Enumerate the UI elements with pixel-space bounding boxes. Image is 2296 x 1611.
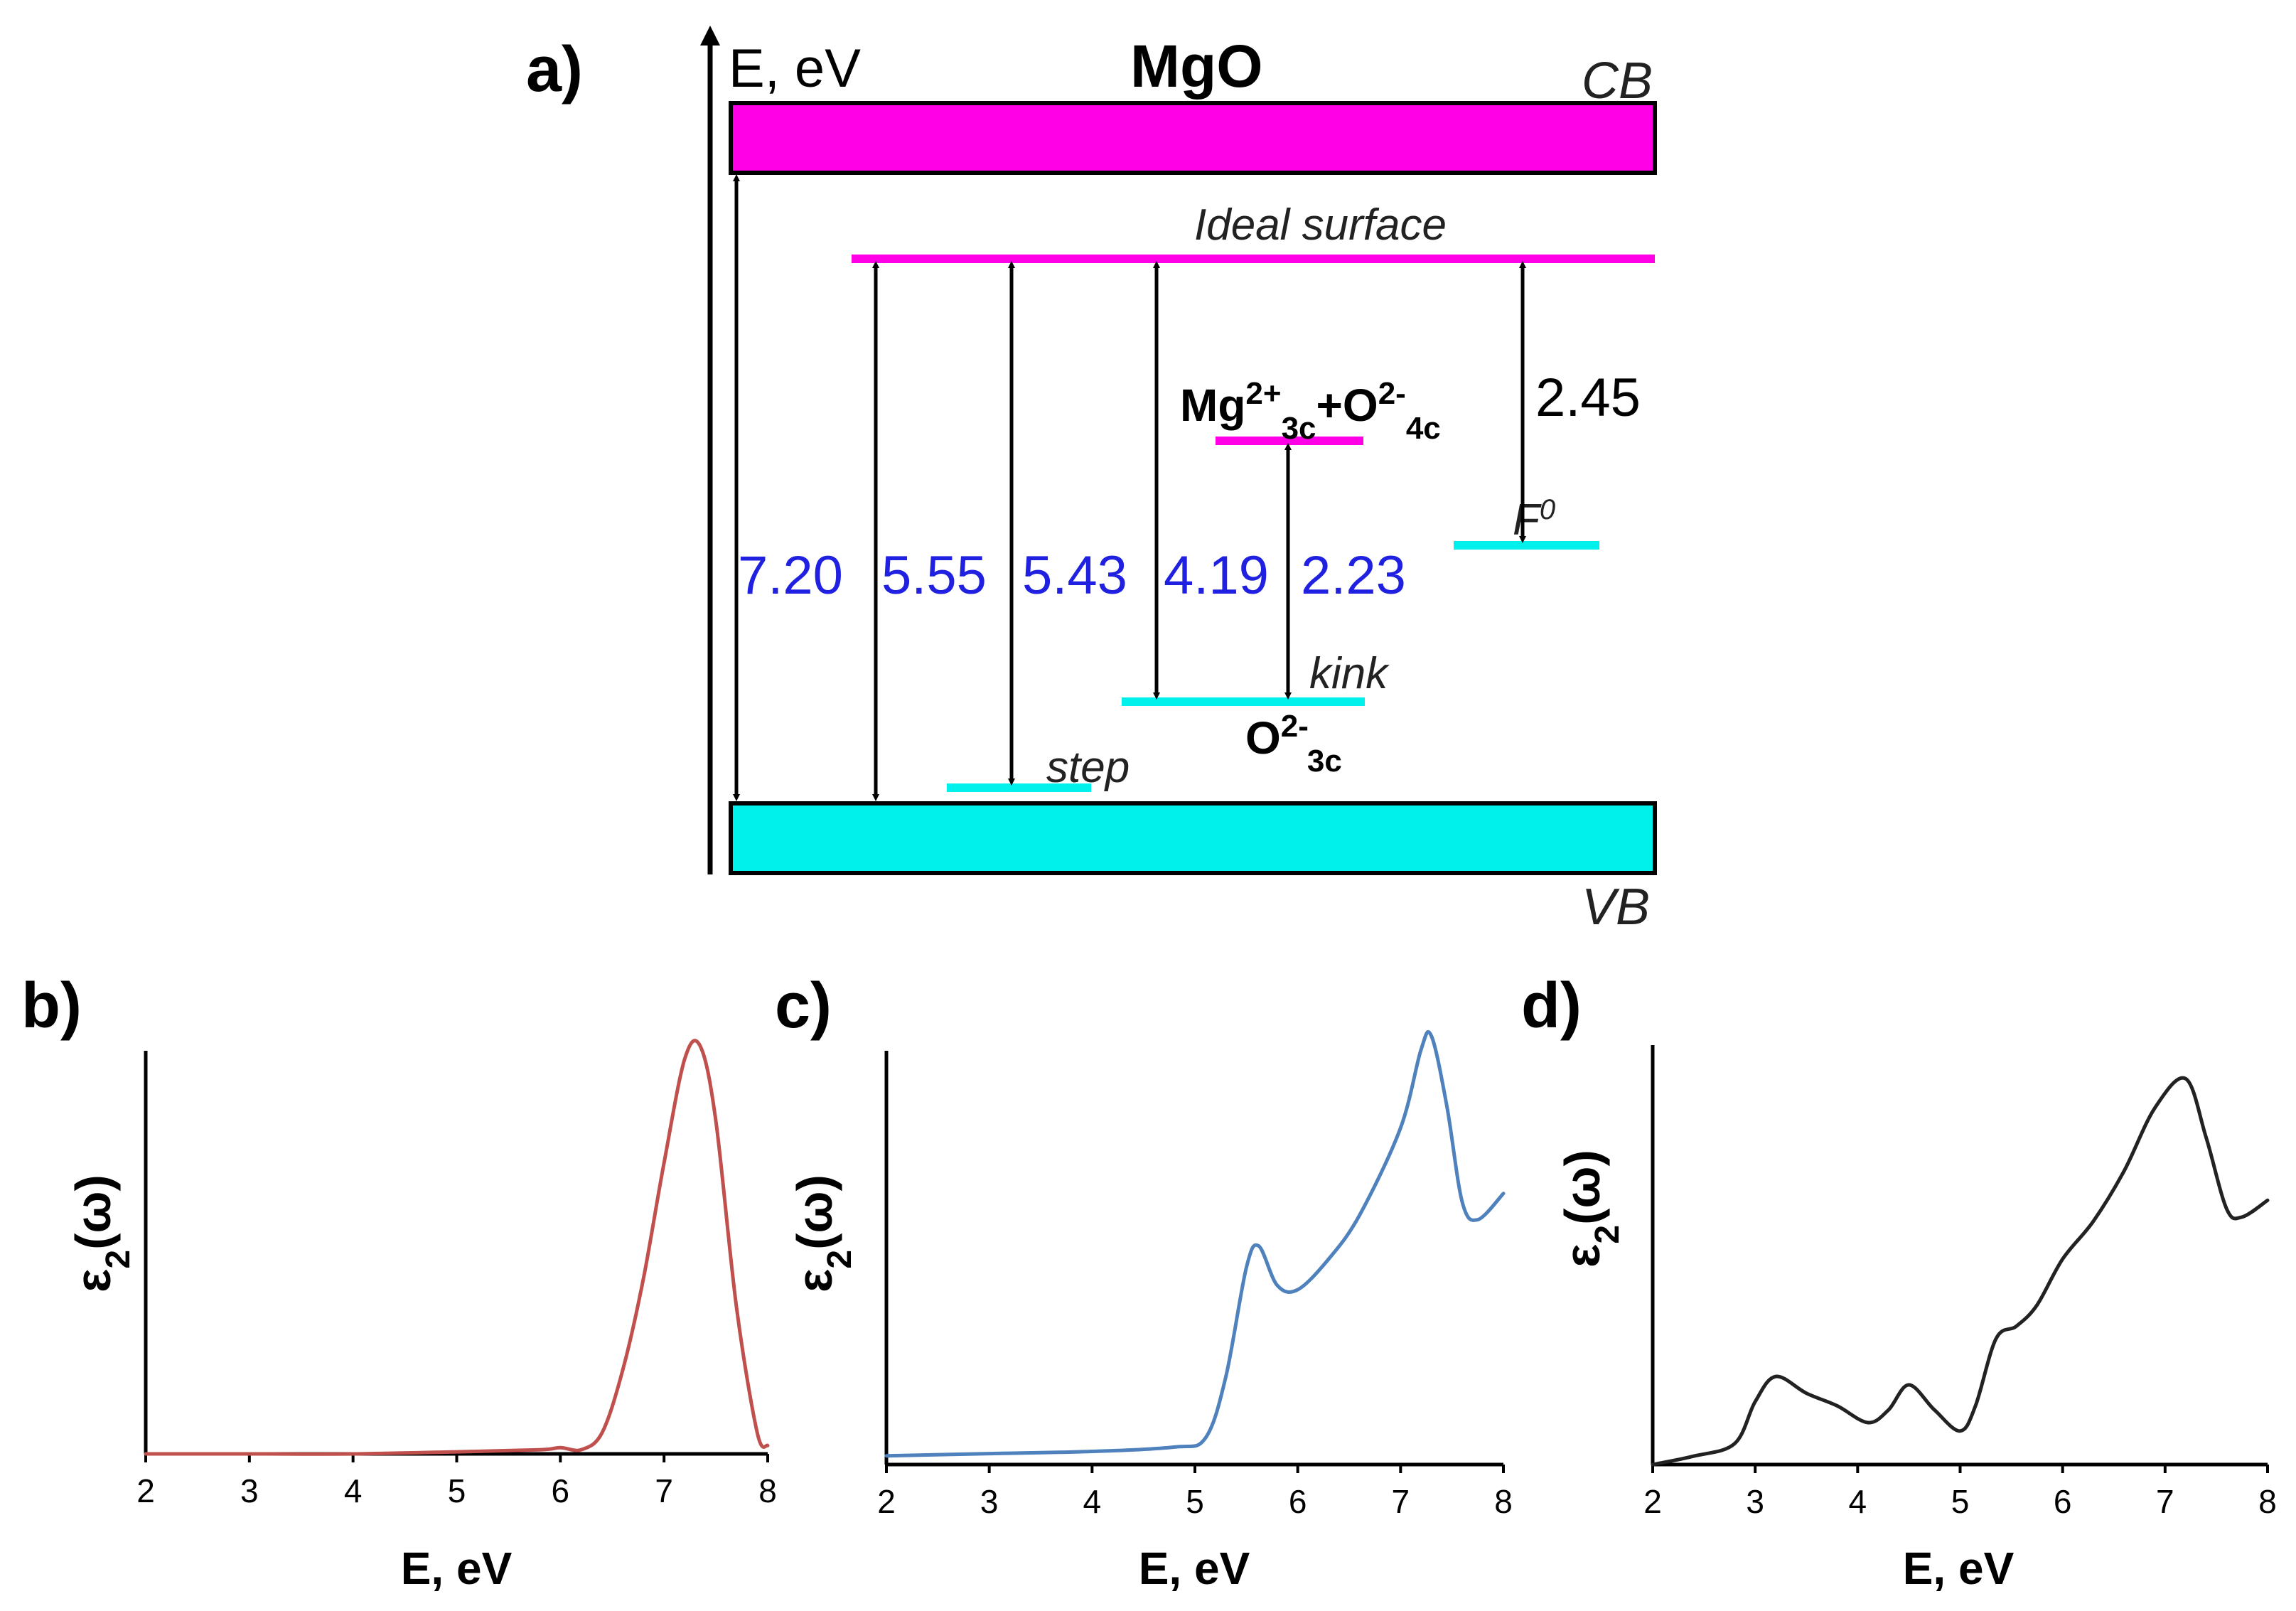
y-axis-label-b: ε2(ω)	[65, 1174, 137, 1292]
panel-label-d: d)	[1521, 970, 1582, 1042]
y-axis-label-d: ε2(ω)	[1555, 1150, 1626, 1268]
panel-label-c: c)	[775, 970, 832, 1042]
x-axis-label-d: E, eV	[1903, 1543, 2015, 1594]
x-tick-label: 4	[1083, 1483, 1102, 1520]
valence-band	[729, 801, 1657, 875]
panel-label-a: a)	[526, 34, 583, 105]
spectrum-chart-d: d) ε2(ω) 2 3 4 5 6 7 8 E, eV	[1521, 970, 2277, 1594]
x-tick-label: 6	[552, 1472, 570, 1509]
transition-value-2-23: 2.23	[1301, 545, 1406, 606]
x-tick-label: 5	[448, 1472, 466, 1509]
x-tick-label: 3	[1746, 1483, 1764, 1520]
x-tick-label: 7	[1392, 1483, 1410, 1520]
x-tick-label: 2	[136, 1472, 155, 1509]
x-tick-label: 4	[344, 1472, 363, 1509]
x-tick-label: 8	[758, 1472, 777, 1509]
x-tick-label: 8	[1494, 1483, 1513, 1520]
x-tick-label: 7	[655, 1472, 673, 1509]
energy-level-diagram: a) E, eV MgO CB VB Ideal surface step ki…	[526, 26, 1657, 936]
spectrum-line-c	[884, 1030, 1506, 1458]
panel-label-b: b)	[21, 970, 82, 1042]
x-axis-label-b: E, eV	[401, 1543, 513, 1594]
transition-value-5-43: 5.43	[1022, 545, 1127, 606]
conduction-band	[729, 101, 1657, 175]
energy-axis-label: E, eV	[729, 38, 861, 99]
spectrum-chart-c: c) ε2(ω) 2 3 4 5 6 7 8 E, eV	[775, 970, 1513, 1594]
transition-value-2-45: 2.45	[1535, 368, 1641, 428]
vb-label: VB	[1582, 879, 1650, 936]
mgo-title: MgO	[1130, 33, 1263, 100]
ideal-surface-label: Ideal surface	[1194, 200, 1447, 250]
f0-label: F0	[1513, 494, 1555, 545]
x-tick-label: 2	[877, 1483, 896, 1520]
transition-value-7-20: 7.20	[738, 545, 843, 606]
x-tick-label: 8	[2258, 1483, 2277, 1520]
x-ticks-d: 2 3 4 5 6 7 8	[1643, 1465, 2277, 1520]
x-tick-label: 7	[2156, 1483, 2174, 1520]
mg3c-o4c-label: Mg2+3c+O2-4c	[1180, 376, 1441, 446]
step-label: step	[1046, 743, 1130, 792]
x-axis-label-c: E, eV	[1139, 1543, 1250, 1594]
x-tick-label: 4	[1849, 1483, 1867, 1520]
spectrum-line-d	[1651, 1076, 2270, 1467]
transition-value-5-55: 5.55	[881, 545, 987, 606]
x-ticks-b: 2 3 4 5 6 7 8	[136, 1454, 777, 1509]
transition-value-4-19: 4.19	[1164, 545, 1269, 606]
x-tick-label: 3	[980, 1483, 999, 1520]
x-tick-label: 6	[1289, 1483, 1307, 1520]
x-tick-label: 5	[1951, 1483, 1970, 1520]
o3c-label: O2-3c	[1245, 709, 1342, 778]
y-axis-label-c: ε2(ω)	[787, 1174, 859, 1292]
x-tick-label: 5	[1186, 1483, 1204, 1520]
cb-label: CB	[1582, 53, 1653, 109]
spectrum-line-b	[144, 1039, 770, 1456]
kink-label: kink	[1309, 649, 1390, 698]
x-tick-label: 3	[240, 1472, 259, 1509]
x-tick-label: 2	[1643, 1483, 1662, 1520]
x-ticks-c: 2 3 4 5 6 7 8	[877, 1465, 1513, 1520]
spectrum-chart-b: b) ε2(ω) 2 3 4 5 6 7 8 E, eV	[21, 970, 777, 1594]
x-tick-label: 6	[2054, 1483, 2072, 1520]
